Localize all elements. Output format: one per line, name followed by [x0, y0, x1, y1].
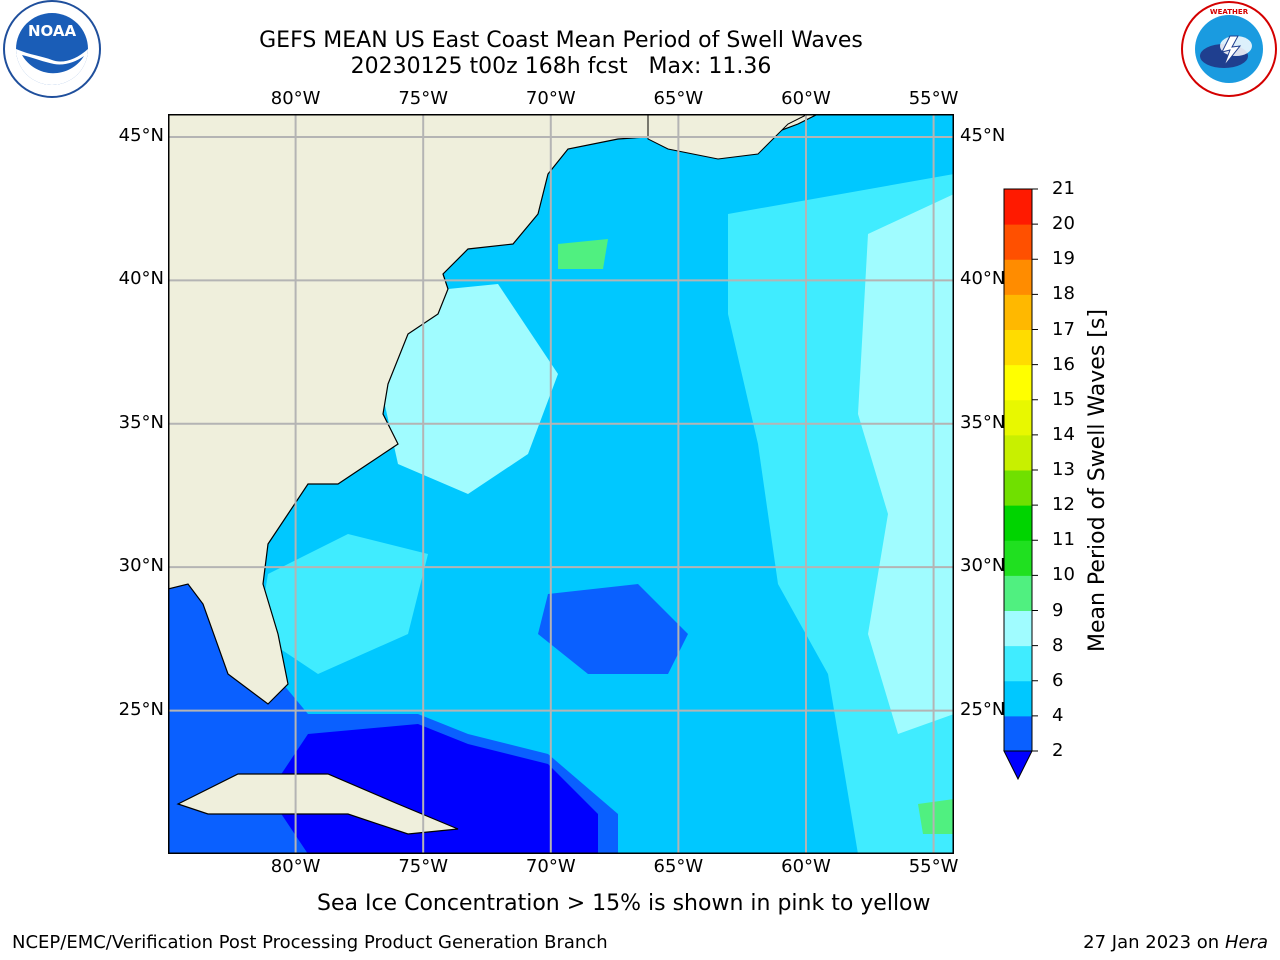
lat-label-left: 35°N [118, 411, 164, 433]
colorbar-label: 21 [1052, 178, 1075, 199]
footer-date-text: 27 Jan 2023 on [1083, 932, 1225, 953]
lat-label-left: 45°N [118, 124, 164, 146]
colorbar-bin-8 [1004, 610, 1032, 647]
colorbar-label: 20 [1052, 213, 1075, 235]
colorbar-label: 17 [1052, 318, 1075, 340]
period-band-6-8-south [258, 534, 428, 674]
lon-label-top: 75°W [398, 88, 449, 109]
noaa-logo-text: NOAA [28, 22, 77, 40]
colorbar-bin-6 [1004, 645, 1032, 682]
colorbar-label: 16 [1052, 353, 1075, 375]
colorbar-bin-14 [1004, 399, 1032, 436]
sea-ice-note: Sea Ice Concentration > 15% is shown in … [317, 891, 931, 916]
colorbar [1003, 188, 1038, 781]
colorbar-label: 10 [1052, 564, 1075, 586]
lon-label-top: 70°W [525, 88, 576, 109]
colorbar-label: 8 [1052, 634, 1064, 656]
colorbar-bin-9 [1004, 575, 1032, 611]
colorbar-label: 11 [1052, 529, 1075, 551]
colorbar-bin-2 [1004, 715, 1032, 752]
colorbar-bin-4 [1004, 680, 1032, 717]
period-band-8-9-east [858, 194, 954, 734]
lat-label-left: 40°N [118, 268, 164, 290]
colorbar-label: 13 [1052, 459, 1075, 480]
period-band-9-10-southeast [918, 799, 954, 834]
map-frame [168, 114, 954, 854]
lat-label-left: 30°N [118, 555, 164, 577]
map-canvas [168, 114, 954, 854]
chart-title-line2: 20230125 t00z 168h fcst Max: 11.36 [350, 54, 772, 79]
colorbar-bin-16 [1004, 329, 1032, 366]
lon-label-bottom: 60°W [781, 856, 831, 877]
colorbar-bin-10 [1004, 540, 1032, 576]
lon-label-top: 80°W [270, 88, 321, 109]
lat-label-left: 25°N [118, 698, 164, 720]
colorbar-bin-13 [1004, 434, 1032, 471]
lat-label-right: 45°N [960, 124, 1006, 146]
lon-label-bottom: 65°W [653, 856, 704, 877]
colorbar-label: 15 [1052, 388, 1075, 410]
colorbar-label: 18 [1052, 283, 1075, 305]
footer-host: Hera [1224, 932, 1268, 953]
colorbar-under-arrow [1003, 750, 1033, 781]
colorbar-bin-12 [1004, 470, 1032, 506]
lat-label-right: 40°N [960, 268, 1006, 290]
period-band-below-2 [268, 724, 598, 854]
period-band-9-10-patch [558, 239, 608, 269]
colorbar-label: 14 [1052, 423, 1075, 445]
colorbar-label: 2 [1052, 740, 1064, 761]
colorbar-bin-11 [1004, 505, 1032, 541]
footer-date: 27 Jan 2023 on Hera [1083, 932, 1268, 954]
nws-logo: WEATHER [1181, 1, 1277, 97]
noaa-logo: NOAA [3, 0, 101, 98]
land-cuba [176, 773, 459, 835]
colorbar-label: 4 [1052, 704, 1064, 726]
colorbar-bin-18 [1004, 259, 1032, 295]
lat-label-right: 30°N [960, 555, 1006, 577]
colorbar-title: Mean Period of Swell Waves [s] [1085, 309, 1110, 652]
land-north-america [168, 114, 819, 705]
colorbar-label: 19 [1052, 248, 1075, 270]
period-band-2-4-mid [538, 584, 688, 674]
lat-label-right: 25°N [960, 698, 1006, 720]
lat-label-right: 35°N [960, 411, 1006, 433]
lon-label-bottom: 70°W [525, 856, 576, 877]
colorbar-bin-15 [1004, 364, 1032, 401]
chart-title-line1: GEFS MEAN US East Coast Mean Period of S… [259, 28, 863, 53]
colorbar-label: 12 [1052, 494, 1075, 516]
lon-label-top: 55°W [908, 88, 959, 109]
lon-label-top: 65°W [653, 88, 704, 109]
svg-text:WEATHER: WEATHER [1210, 8, 1249, 16]
colorbar-bin-17 [1004, 294, 1032, 330]
lon-label-bottom: 80°W [270, 856, 321, 877]
colorbar-label: 6 [1052, 669, 1064, 691]
footer-credit: NCEP/EMC/Verification Post Processing Pr… [12, 932, 608, 953]
lon-label-top: 60°W [781, 88, 831, 109]
lon-label-bottom: 55°W [908, 856, 959, 877]
colorbar-bin-19 [1004, 224, 1032, 260]
colorbar-bin-20 [1004, 189, 1032, 225]
lon-label-bottom: 75°W [398, 856, 449, 877]
colorbar-label: 9 [1052, 599, 1064, 621]
